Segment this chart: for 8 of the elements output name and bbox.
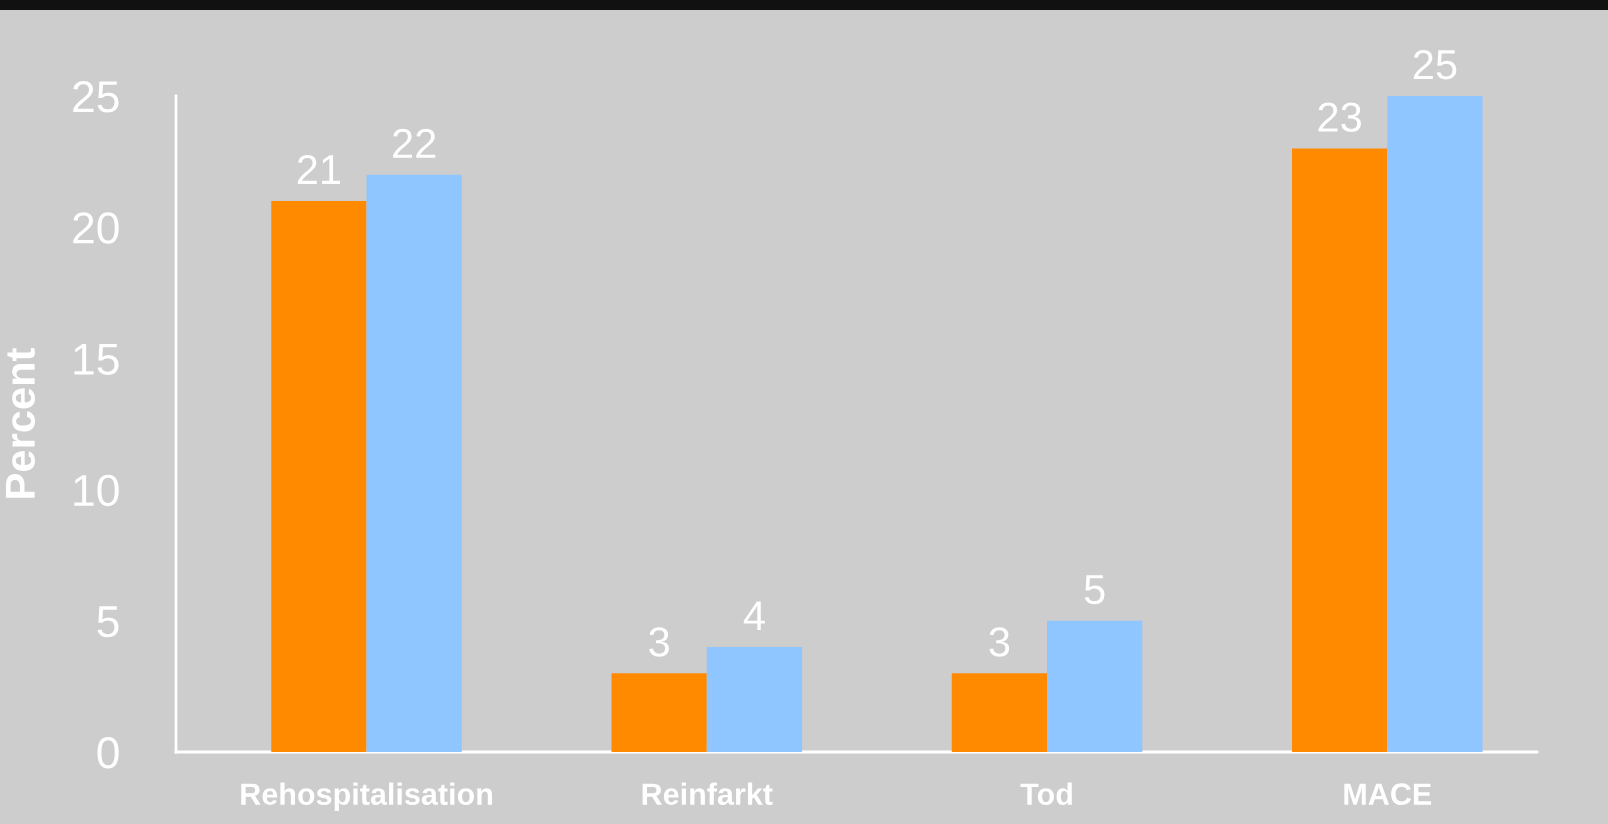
bar — [1387, 96, 1483, 752]
bar — [1047, 620, 1143, 752]
bar — [366, 174, 462, 752]
bar — [951, 673, 1048, 752]
bar — [1292, 148, 1388, 752]
bar — [271, 200, 367, 752]
bar — [611, 673, 707, 752]
bar — [706, 647, 803, 752]
